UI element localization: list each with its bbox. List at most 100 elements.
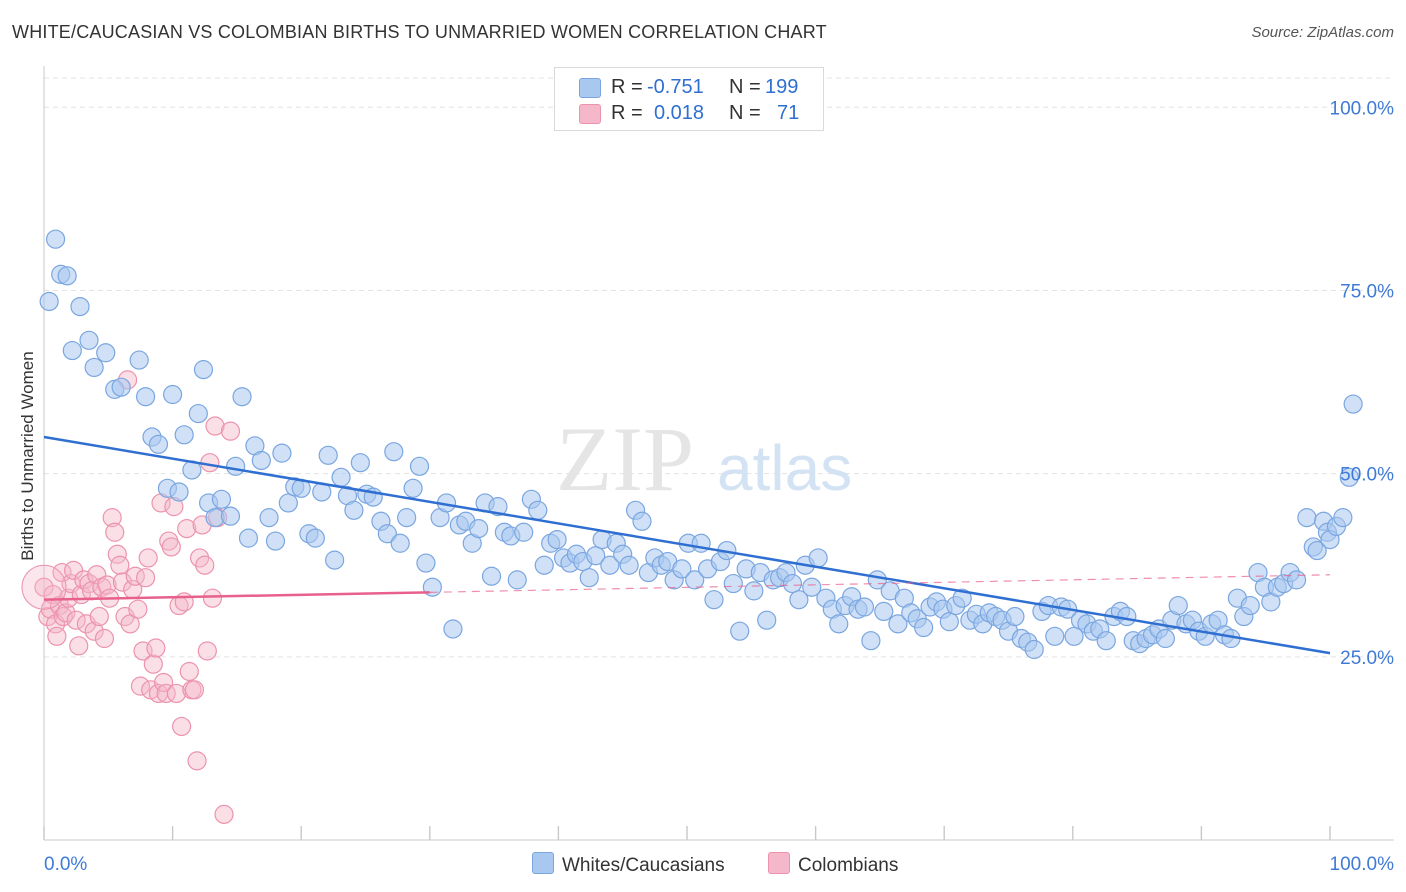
data-point-white [278,493,298,513]
data-point-white [1024,639,1044,660]
data-point-white [1343,394,1363,414]
data-point-white [232,387,252,407]
data-point-colombian [84,621,104,641]
data-point-colombian [94,628,115,649]
y-tick-label: 25.0% [1340,648,1394,669]
bottom-legend-whites: Whites/Caucasians [532,852,725,877]
data-point-white [952,588,972,608]
legend-n-value: 199 [765,76,799,98]
data-point-colombian [87,565,107,585]
data-point-colombian [69,636,89,656]
legend: R = -0.751 N = 199 R = 0.018 N = 71 [554,67,824,131]
data-point-white [1240,595,1260,616]
legend-r-label: R = [611,76,643,98]
data-point-colombian [174,592,194,612]
data-point-colombian [187,751,207,771]
data-point-white [481,566,502,586]
watermark-zip: ZIP [556,408,694,510]
data-point-colombian [89,606,109,627]
data-point-colombian [156,683,176,704]
data-point-white [188,403,208,424]
data-point-colombian [135,568,156,588]
data-point-colombian [179,661,199,682]
data-point-white [111,377,131,397]
data-point-colombian [105,522,125,542]
data-point-colombian [220,421,241,441]
data-point-white [331,467,351,487]
data-point-colombian [56,603,76,623]
trend-line-colombians-extension [429,574,1331,593]
data-point-colombian [47,626,67,646]
data-point-white [744,581,764,601]
trend-line-whites [43,435,1331,655]
legend-r-value: 0.018 [654,102,705,124]
x-tick-label-min: 0.0% [44,854,87,875]
data-point-white [469,519,489,539]
data-point-white [39,291,59,312]
watermark: ZIP atlas [556,408,852,510]
data-point-white [802,577,822,597]
data-point-white [632,511,652,531]
data-point-white [1333,508,1353,528]
data-point-colombian [66,610,86,630]
legend-r-value: -0.751 [647,76,704,98]
data-point-white [730,621,750,641]
bottom-legend-swatch-colombians [768,852,790,874]
data-point-colombian [125,566,145,586]
data-point-white [547,529,567,550]
data-point-white [672,559,692,579]
data-point-white [416,553,436,573]
data-point-white [1297,508,1317,528]
data-point-white [874,601,894,622]
data-point-colombian [202,588,223,608]
data-point-white [265,531,286,551]
data-point-white [1005,606,1025,627]
data-point-white [1155,628,1175,649]
data-point-white [350,453,370,473]
data-point-colombian-large [21,564,67,610]
data-point-white [238,528,259,548]
data-point-white [45,229,66,249]
data-point-white [62,340,82,361]
data-point-colombian [195,555,215,575]
data-point-white [397,508,417,528]
data-point-white [704,590,724,610]
data-point-white [96,343,116,363]
data-point-white [409,456,430,476]
data-point-white [514,522,534,542]
data-point-white [1045,626,1065,646]
data-point-white [84,357,104,378]
data-point-white [174,425,194,445]
data-point-white [1339,467,1359,487]
data-point-white [782,573,803,594]
data-point-colombian [177,519,197,539]
data-point-white [384,442,404,462]
data-point-white [220,506,241,526]
data-point-colombian [102,508,122,528]
data-point-white [861,631,881,651]
data-point-white [1168,595,1188,616]
data-point-white [148,434,169,454]
data-point-colombian [63,560,84,580]
data-point-white [534,555,554,575]
data-point-colombian [161,537,181,557]
data-point-colombian [166,683,187,704]
data-point-white [226,456,246,476]
data-point-white [1286,570,1307,590]
data-point-white [318,445,338,465]
data-point-colombian [214,804,234,824]
data-point-white [488,497,508,517]
legend-n-label: N = [729,76,761,98]
legend-swatch-whites [579,78,601,98]
legend-r-label: R = [611,102,643,124]
source-label: Source: ZipAtlas.com [1251,24,1394,41]
watermark-atlas: atlas [717,432,852,504]
trend-lines [43,435,1331,655]
data-point-white [259,508,279,528]
data-point-white [390,533,410,553]
data-point-white [789,590,809,610]
tick-labels: 25.0% 50.0% 75.0% 100.0% 0.0% 100.0% [44,98,1394,875]
data-point-white [854,597,875,617]
data-point-white [507,570,527,590]
data-point-white [377,524,397,544]
